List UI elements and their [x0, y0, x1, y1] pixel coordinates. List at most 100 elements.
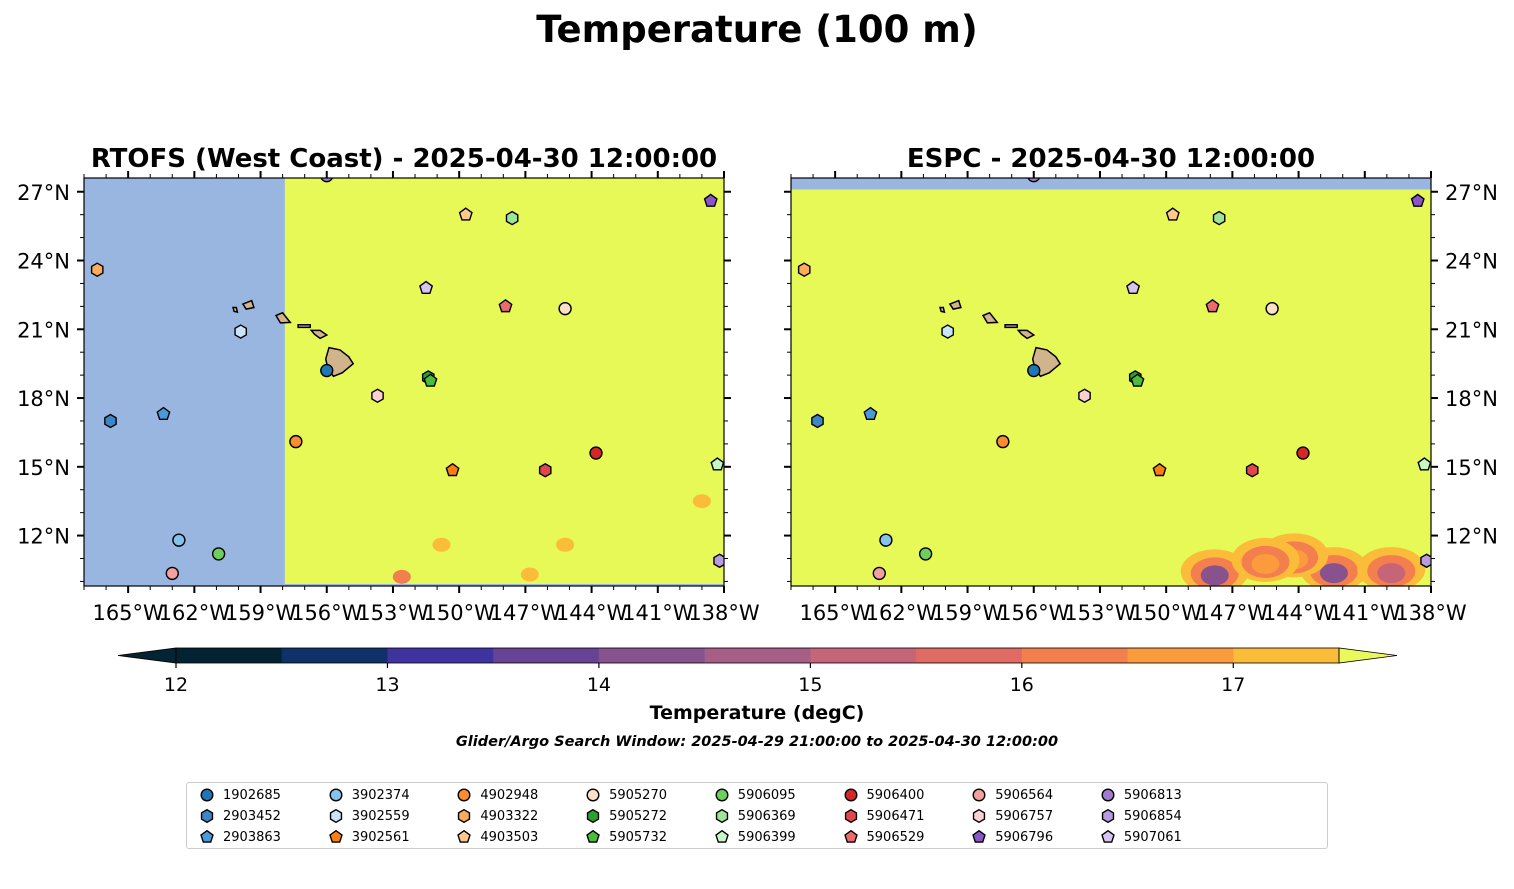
legend-label: 2903863 — [223, 829, 281, 845]
legend-marker-icon — [328, 829, 343, 843]
float-marker-5905732[interactable] — [423, 373, 438, 387]
float-marker-1902685[interactable] — [320, 363, 334, 378]
legend-item-5906095: 5906095 — [714, 786, 796, 804]
legend-marker-5905272[interactable] — [586, 808, 600, 824]
legend-marker-5906796[interactable] — [972, 829, 987, 843]
float-marker-2903452[interactable] — [811, 413, 824, 429]
legend-marker-4903322[interactable] — [458, 808, 471, 824]
x-tick-label: 156°W — [291, 601, 363, 625]
float-marker-3902374[interactable] — [879, 533, 893, 547]
float-marker-4903503[interactable] — [1165, 207, 1180, 221]
legend-label: 5906399 — [737, 829, 796, 845]
legend-marker-5906757[interactable] — [973, 808, 986, 824]
float-marker-3902559[interactable] — [941, 324, 955, 339]
float-marker-3902561[interactable] — [445, 462, 460, 477]
temperature-patch — [1200, 565, 1229, 586]
float-marker-5906813[interactable] — [1027, 170, 1041, 183]
legend-marker-5906529[interactable] — [843, 829, 858, 843]
float-marker-5906757[interactable] — [371, 388, 384, 404]
float-marker-5906813[interactable] — [320, 170, 334, 183]
legend-marker-1902685[interactable] — [200, 788, 214, 802]
float-marker-3902559[interactable] — [234, 324, 248, 339]
legend-marker-3902561[interactable] — [328, 829, 343, 843]
no-data-edge — [284, 584, 724, 586]
y-tick-label: 24°N — [1445, 250, 1498, 274]
float-marker-5906796[interactable] — [703, 193, 718, 207]
y-tick-label: 12°N — [17, 525, 70, 549]
legend-marker-5906471[interactable] — [844, 808, 857, 824]
float-marker-2903863[interactable] — [156, 406, 171, 421]
legend-label: 5905732 — [609, 829, 667, 845]
float-marker-5906399[interactable] — [710, 457, 724, 471]
float-marker-5906564[interactable] — [872, 566, 886, 581]
float-marker-5906471[interactable] — [538, 462, 552, 478]
float-marker-2903863[interactable] — [863, 406, 878, 421]
float-marker-5906564[interactable] — [165, 566, 179, 581]
float-marker-4902948[interactable] — [289, 434, 303, 449]
legend-marker-3902374[interactable] — [329, 788, 343, 802]
float-marker-5906369[interactable] — [505, 210, 519, 226]
legend-marker-4902948[interactable] — [457, 788, 471, 802]
x-tick-label: 159°W — [932, 601, 1004, 625]
float-marker-5906095[interactable] — [211, 547, 226, 561]
y-tick-label: 27°N — [1445, 181, 1498, 205]
legend-marker-2903452[interactable] — [200, 808, 214, 824]
float-marker-5906400[interactable] — [589, 446, 603, 460]
float-marker-5905270[interactable] — [1265, 301, 1279, 316]
float-marker-5906854[interactable] — [713, 553, 725, 569]
colorbar-bin — [810, 648, 917, 663]
float-marker-4903503[interactable] — [458, 207, 473, 221]
legend-marker-5906095[interactable] — [715, 788, 729, 802]
y-tick-label: 27°N — [17, 181, 70, 205]
legend-label: 3902561 — [351, 829, 410, 845]
legend-item-3902374: 3902374 — [328, 786, 410, 804]
legend-marker-5906813[interactable] — [1101, 788, 1115, 802]
legend-label: 1902685 — [223, 787, 281, 803]
float-marker-5907061[interactable] — [1126, 280, 1141, 294]
x-tick-label: 150°W — [423, 601, 495, 625]
colorbar-extend-max — [1338, 647, 1398, 664]
legend-marker-icon — [200, 788, 214, 802]
float-marker-5906471[interactable] — [1245, 462, 1259, 478]
no-data-region — [791, 178, 1431, 190]
float-marker-5906369[interactable] — [1212, 210, 1226, 226]
float-marker-2903452[interactable] — [104, 413, 117, 429]
float-marker-3902561[interactable] — [1152, 462, 1167, 477]
legend-marker-5905732[interactable] — [586, 829, 600, 843]
legend-marker-5907061[interactable] — [1101, 829, 1115, 843]
legend-marker-5906854[interactable] — [1101, 808, 1115, 824]
float-marker-5905270[interactable] — [558, 301, 572, 316]
float-marker-4903322[interactable] — [797, 262, 811, 277]
x-tick-label: 147°W — [1197, 601, 1269, 625]
float-legend: 1902685 2903452 2903863 3902374 3902559 39025… — [186, 782, 1328, 849]
legend-item-5906757: 5906757 — [971, 807, 1053, 825]
float-marker-5906529[interactable] — [1205, 298, 1220, 313]
legend-marker-icon — [200, 808, 214, 824]
legend-marker-5906400[interactable] — [844, 788, 857, 802]
legend-marker-2903863[interactable] — [200, 829, 214, 843]
float-marker-5905732[interactable] — [1130, 373, 1145, 387]
legend-marker-5906564[interactable] — [972, 788, 986, 802]
x-tick-label: 162°W — [159, 601, 231, 625]
float-marker-3902374[interactable] — [172, 533, 186, 547]
float-marker-5906757[interactable] — [1078, 388, 1091, 404]
float-marker-5906796[interactable] — [1410, 193, 1425, 207]
legend-marker-icon — [844, 808, 857, 824]
float-marker-5906095[interactable] — [918, 547, 933, 561]
legend-marker-icon — [1101, 829, 1115, 843]
legend-marker-5906369[interactable] — [715, 808, 728, 824]
float-marker-4903322[interactable] — [90, 262, 104, 277]
float-marker-5907061[interactable] — [419, 280, 434, 294]
float-marker-1902685[interactable] — [1027, 363, 1041, 378]
float-marker-5906529[interactable] — [498, 298, 513, 313]
float-marker-5906399[interactable] — [1417, 457, 1431, 471]
colorbar-extend-min — [117, 647, 177, 664]
legend-marker-3902559[interactable] — [329, 808, 342, 824]
float-marker-5906400[interactable] — [1296, 446, 1310, 460]
y-tick-label: 24°N — [17, 250, 70, 274]
legend-marker-5905270[interactable] — [586, 788, 600, 802]
float-marker-5906854[interactable] — [1420, 553, 1432, 569]
float-marker-4902948[interactable] — [996, 434, 1010, 449]
legend-marker-4903503[interactable] — [457, 829, 472, 843]
legend-marker-5906399[interactable] — [714, 829, 729, 843]
